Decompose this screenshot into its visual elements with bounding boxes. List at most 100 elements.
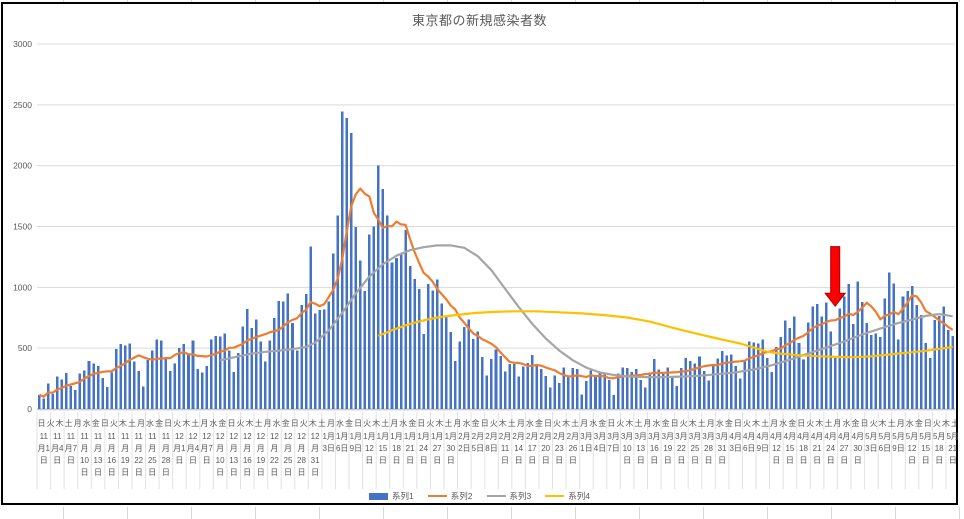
bar [123, 345, 127, 409]
bar [47, 383, 50, 409]
dow-label: 火 [616, 419, 624, 428]
bar [377, 165, 380, 409]
bar [888, 272, 891, 409]
bar [110, 372, 113, 409]
y-tick-label: 0 [27, 404, 32, 414]
bar [553, 375, 557, 409]
dow-label: 火 [300, 419, 308, 428]
bar [372, 226, 376, 409]
bar [218, 336, 222, 409]
bar [146, 360, 150, 409]
dow-label: 火 [870, 419, 878, 428]
bar [309, 246, 312, 409]
dow-label: 日 [38, 419, 46, 428]
bar [485, 375, 489, 409]
dow-label: 月 [454, 419, 462, 428]
bar [151, 350, 154, 409]
legend-label: 系列1 [392, 491, 414, 501]
bar [906, 291, 909, 409]
legend-item-系列1: 系列1 [369, 490, 414, 502]
bar [689, 361, 692, 409]
bar [738, 378, 742, 409]
dow-label: 水 [906, 418, 914, 428]
bar [576, 368, 579, 409]
bar [78, 373, 82, 409]
dow-label: 水 [589, 418, 597, 428]
bar [865, 322, 869, 409]
dow-label: 火 [426, 419, 434, 428]
y-tick-label: 2500 [13, 100, 32, 110]
y-tick-label: 1000 [13, 282, 32, 292]
bar [698, 356, 701, 409]
dow-label: 日 [924, 419, 932, 428]
legend-item-系列4: 系列4 [545, 490, 590, 502]
dow-label: 月 [200, 419, 208, 428]
bar [775, 346, 778, 409]
dow-label: 木 [56, 418, 64, 428]
legend-label: 系列2 [450, 491, 473, 501]
bar [191, 340, 195, 409]
bar [648, 372, 652, 409]
bar [589, 370, 593, 409]
dow-label: 火 [110, 419, 118, 428]
bar [937, 315, 941, 409]
dow-label: 金 [598, 418, 606, 428]
dow-label: 土 [318, 418, 326, 428]
bar [793, 316, 796, 409]
bar [594, 375, 597, 409]
bar [951, 335, 955, 409]
bar [114, 349, 118, 409]
bar [675, 386, 679, 409]
bar [318, 309, 321, 409]
bar [200, 372, 204, 409]
bar [56, 376, 59, 409]
bar [327, 301, 330, 409]
bar [132, 361, 136, 409]
bar [83, 370, 86, 409]
bar [680, 367, 683, 409]
bar [910, 286, 914, 409]
bar [304, 294, 308, 409]
bar [662, 372, 665, 409]
dow-label: 土 [634, 418, 642, 428]
dow-label: 日 [291, 419, 299, 428]
dow-label: 日 [354, 419, 362, 428]
bar [404, 230, 407, 409]
bar [539, 369, 543, 409]
dow-label: 火 [236, 419, 244, 428]
bar [517, 376, 520, 409]
dow-label: 水 [209, 418, 217, 428]
bar [65, 373, 68, 409]
chart-plot-area: 050010001500200025003000日火木土月水金日火木土月水金日火… [13, 39, 956, 489]
dow-label: 月 [264, 419, 272, 428]
bar [558, 383, 561, 409]
dow-label: 月 [707, 419, 715, 428]
bar [264, 361, 267, 409]
bar [847, 284, 850, 409]
dow-label: 日 [797, 419, 805, 428]
dow-label: 月 [643, 419, 651, 428]
bar [861, 302, 864, 409]
bar [467, 319, 471, 409]
bar [164, 358, 168, 409]
dow-label: 日 [481, 419, 489, 428]
chart-object[interactable]: 東京都の新規感染者数 0 500 1000 1500 2000 2500 3000 日火木土月… [1, 2, 959, 505]
dow-label: 金 [408, 418, 416, 428]
bar [716, 358, 719, 409]
dow-label: 土 [255, 418, 263, 428]
legend-bar-swatch [369, 492, 389, 500]
chart-title: 東京都の新規感染者数 [411, 13, 547, 28]
bar [725, 355, 728, 409]
dow-label: 土 [888, 418, 896, 428]
dow-label: 水 [779, 418, 787, 428]
bar [259, 341, 263, 409]
bar [105, 387, 109, 409]
bar [417, 289, 421, 409]
bar [205, 366, 208, 409]
dow-label: 火 [363, 419, 371, 428]
dow-label: 木 [372, 418, 380, 428]
bar [915, 305, 918, 409]
bar [472, 338, 475, 409]
bar [169, 371, 172, 409]
bar [499, 356, 502, 409]
